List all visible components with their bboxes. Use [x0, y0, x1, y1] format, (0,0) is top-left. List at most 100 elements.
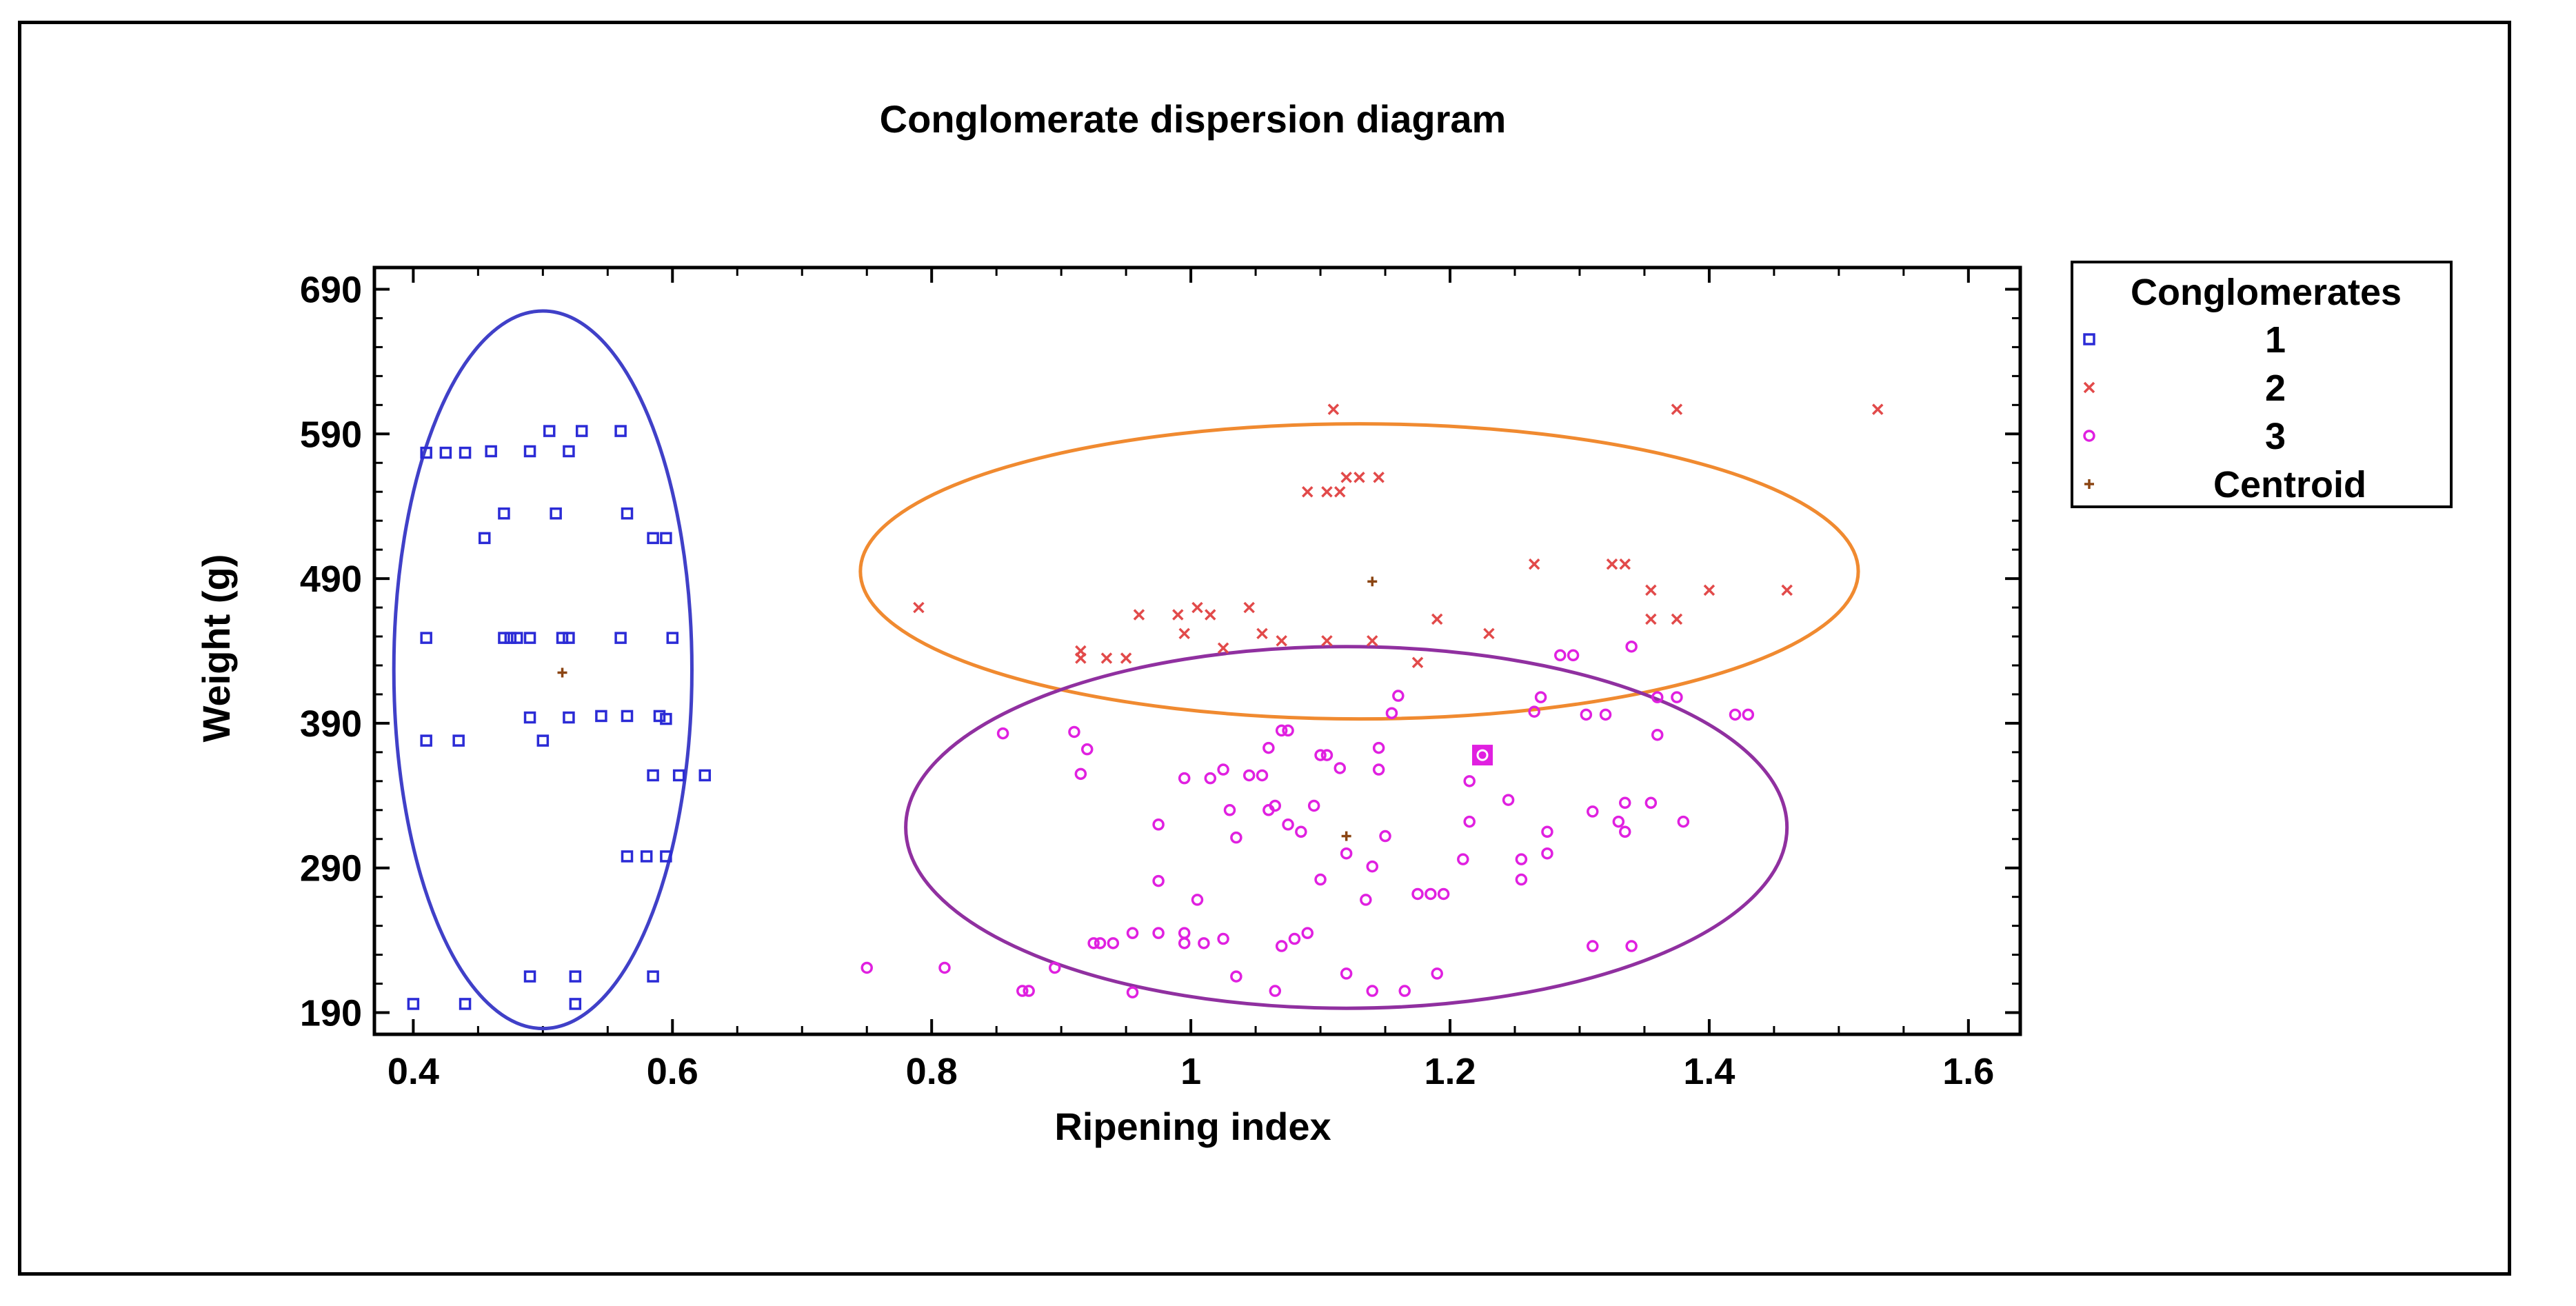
cluster-2-point [1172, 609, 1184, 621]
cluster-1-point [666, 632, 679, 644]
cluster-3-point [1587, 805, 1599, 818]
cluster-3-point [1178, 937, 1191, 950]
y-tick-label: 390 [300, 703, 362, 745]
chart-title: Conglomerate dispersion diagram [880, 97, 1507, 141]
cluster-3-point [1457, 853, 1469, 865]
cluster-3-point [1295, 825, 1307, 838]
cluster-3-point [1463, 775, 1476, 787]
cluster-1-point [563, 445, 575, 458]
x-tick-label: 1.6 [1942, 1051, 1994, 1092]
cluster-3-point [1502, 794, 1515, 806]
cluster-3-point [1372, 763, 1385, 776]
cluster-1-point [504, 632, 517, 644]
cluster-3-point [1541, 825, 1553, 838]
x-tick-label: 1 [1180, 1051, 1201, 1092]
cluster-3-point [1580, 708, 1593, 721]
cluster-1-point [556, 632, 569, 644]
cluster-1-point [498, 632, 510, 644]
cluster-2-point [1327, 403, 1340, 415]
cluster-1-point [536, 734, 550, 747]
cluster-2-point [1645, 613, 1657, 625]
cluster-3-point [1612, 815, 1625, 828]
x-stroke [1217, 642, 1229, 654]
cluster-3-point [861, 961, 873, 974]
cluster-3-point [1275, 940, 1288, 952]
x-tick-label: 1.2 [1424, 1051, 1476, 1092]
cluster-3-point [1282, 724, 1294, 737]
cluster-3-point [1087, 937, 1100, 950]
cluster-1-point [459, 446, 472, 459]
cluster-1-point [510, 632, 523, 644]
cluster-1-point [420, 632, 432, 644]
cluster-3-point [1385, 707, 1398, 719]
cluster-3-point [1256, 769, 1269, 782]
cluster-1-point [640, 850, 653, 863]
cluster-3-point [1152, 927, 1165, 939]
x-stroke [1327, 403, 1340, 415]
cluster-3-point [1314, 873, 1327, 886]
legend: Conglomerates 1 2 3 Centroid [2071, 261, 2453, 508]
x-stroke [1178, 627, 1190, 640]
x-stroke [1172, 609, 1184, 621]
cluster-3-point [938, 961, 951, 974]
cluster-3-point [1307, 799, 1320, 812]
x-stroke [1872, 403, 1884, 415]
x-stroke [1276, 635, 1287, 647]
cluster-2-point [1606, 558, 1618, 570]
cluster-3-point [1379, 830, 1391, 843]
cluster-3-point [1320, 749, 1334, 761]
cluster-1-point [647, 769, 659, 782]
cluster-3-point [1644, 796, 1658, 810]
cluster-3-point [1068, 725, 1080, 739]
x-tick-label: 0.6 [647, 1051, 698, 1092]
cluster-1-point [407, 998, 420, 1010]
cluster-1-point [698, 769, 712, 782]
x-stroke [1671, 403, 1683, 415]
plot-area [372, 265, 2022, 1036]
cluster-1-point [523, 632, 536, 644]
x-stroke [1100, 652, 1113, 664]
cluster-1-point [543, 425, 556, 437]
cluster-3-point [1541, 847, 1553, 860]
cluster-3-point [1515, 853, 1528, 865]
y-tick-label: 690 [300, 269, 362, 310]
cluster-2-point [1619, 558, 1631, 570]
x-tick-label: 0.8 [906, 1051, 958, 1092]
y-tick-label: 590 [300, 414, 362, 455]
legend-label-4: Centroid [2213, 464, 2366, 505]
x-stroke [1366, 635, 1378, 647]
cluster-2-point [913, 601, 925, 614]
y-tick-label: 290 [300, 848, 362, 890]
x-stroke [913, 601, 925, 614]
cluster-1-ellipse [392, 309, 694, 1031]
cluster-2-point [1256, 627, 1268, 640]
cluster-2-point [1120, 652, 1132, 664]
cluster-1-point [523, 711, 536, 724]
legend-title: Conglomerates [2131, 272, 2402, 313]
cluster-3-point [1198, 937, 1210, 950]
y-tick-label: 490 [300, 559, 362, 600]
cluster-2-point [1302, 485, 1314, 498]
cluster-2-point [1703, 584, 1715, 596]
x-stroke [1645, 584, 1657, 596]
cluster-1-point [420, 446, 432, 459]
highlighted-point [1471, 745, 1493, 766]
cluster-3-point [1618, 796, 1631, 810]
x-stroke [1133, 609, 1145, 621]
cluster-1-point [452, 734, 465, 747]
cluster-3-point [1618, 825, 1631, 838]
cluster-2-point [1133, 609, 1145, 621]
cluster-3-point [1094, 937, 1107, 950]
legend-marker-4 [2084, 479, 2094, 489]
cluster-2-point [1483, 627, 1495, 640]
cluster-3-point [1204, 772, 1217, 785]
cluster-3-point [1366, 985, 1378, 997]
centroid-3-marker [1341, 831, 1351, 841]
cluster-1-point [485, 445, 497, 458]
cluster-2-point [1431, 613, 1443, 625]
x-stroke [1606, 558, 1618, 570]
cluster-2-point [1243, 601, 1255, 614]
cluster-1-point [563, 632, 575, 644]
cluster-2-point [1645, 584, 1657, 596]
cluster-2-point [1321, 485, 1333, 498]
